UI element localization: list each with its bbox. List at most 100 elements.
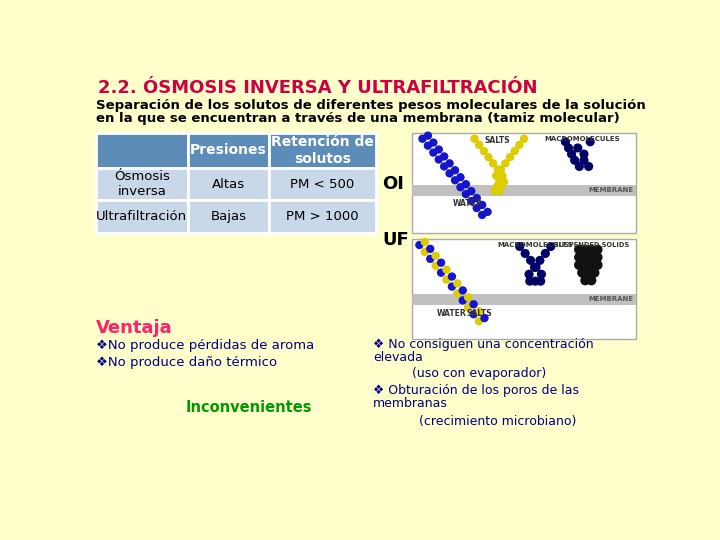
Text: Separación de los solutos de diferentes pesos moleculares de la solución: Separación de los solutos de diferentes … [96,99,646,112]
Circle shape [499,172,506,179]
Text: ❖ Obturación de los poros de las: ❖ Obturación de los poros de las [373,384,579,397]
Circle shape [464,304,472,311]
Circle shape [419,135,426,142]
Circle shape [493,183,500,190]
Circle shape [451,167,459,174]
Circle shape [464,294,472,301]
Circle shape [427,255,433,262]
Circle shape [593,261,602,269]
Circle shape [421,239,428,245]
Circle shape [491,187,498,194]
Circle shape [449,273,456,280]
Circle shape [430,139,437,146]
Circle shape [476,141,482,149]
Text: Ultrafiltración: Ultrafiltración [96,210,187,223]
Text: UF: UF [382,231,409,248]
Circle shape [547,242,554,251]
Circle shape [525,271,533,278]
Circle shape [462,181,469,187]
Text: ❖No produce pérdidas de aroma: ❖No produce pérdidas de aroma [96,339,315,352]
Circle shape [593,245,602,254]
Text: (crecimiento microbiano): (crecimiento microbiano) [419,415,577,428]
Circle shape [562,138,570,146]
Circle shape [580,157,588,164]
Text: SALTS: SALTS [467,309,492,318]
Circle shape [593,253,602,261]
Circle shape [432,252,439,259]
Circle shape [541,249,549,257]
Text: Retención de
solutos: Retención de solutos [271,134,374,166]
Circle shape [459,297,467,304]
Circle shape [516,242,523,251]
Circle shape [470,311,477,318]
Bar [412,185,636,195]
Circle shape [588,261,595,269]
Circle shape [500,178,508,185]
Circle shape [424,132,431,139]
Circle shape [536,256,544,264]
Bar [269,168,376,200]
Circle shape [438,269,444,276]
Circle shape [575,261,583,269]
Circle shape [538,271,545,278]
Bar [188,168,269,200]
Circle shape [436,156,442,163]
Text: ❖No produce daño térmico: ❖No produce daño térmico [96,356,277,369]
Bar [96,132,188,168]
Circle shape [424,142,431,149]
Circle shape [457,184,464,191]
Circle shape [586,138,594,146]
Circle shape [441,163,448,170]
Circle shape [588,276,595,285]
Circle shape [581,261,590,269]
Circle shape [459,287,467,294]
Circle shape [531,264,539,271]
Circle shape [462,191,469,198]
Bar [412,239,636,339]
Circle shape [492,172,500,179]
Bar [96,168,188,200]
Circle shape [580,150,588,158]
Circle shape [578,268,586,277]
Circle shape [490,160,497,167]
Text: WATER: WATER [437,309,467,318]
Circle shape [438,259,444,266]
Bar [412,294,636,305]
Circle shape [537,278,544,285]
Circle shape [588,245,595,254]
Circle shape [567,150,575,158]
Text: en la que se encuentran a través de una membrana (tamiz molecular): en la que se encuentran a través de una … [96,112,620,125]
Circle shape [590,268,599,277]
Bar [269,132,376,168]
Text: MACROMOLECULES: MACROMOLECULES [498,242,573,248]
Text: PM < 500: PM < 500 [290,178,355,191]
Circle shape [446,160,453,167]
Text: OI: OI [382,175,404,193]
Circle shape [574,144,582,152]
Circle shape [427,245,433,252]
Circle shape [581,253,590,261]
Circle shape [479,212,485,218]
Circle shape [521,249,529,257]
Circle shape [588,253,595,261]
Circle shape [470,301,477,308]
Circle shape [564,144,572,152]
Circle shape [507,154,513,161]
Circle shape [468,198,474,205]
Bar [269,200,376,233]
Circle shape [454,290,461,297]
Text: Ventaja: Ventaja [96,319,173,337]
Circle shape [485,154,492,161]
Circle shape [451,177,459,184]
Bar [412,132,636,233]
Text: 2.2. ÓSMOSIS INVERSA Y ULTRAFILTRACIÓN: 2.2. ÓSMOSIS INVERSA Y ULTRAFILTRACIÓN [98,79,537,97]
Circle shape [496,187,503,194]
Circle shape [416,241,423,248]
Circle shape [473,194,480,201]
Circle shape [430,149,437,156]
Circle shape [479,201,485,208]
Circle shape [473,205,480,212]
Circle shape [476,308,482,315]
Circle shape [584,268,593,277]
Circle shape [575,245,583,254]
